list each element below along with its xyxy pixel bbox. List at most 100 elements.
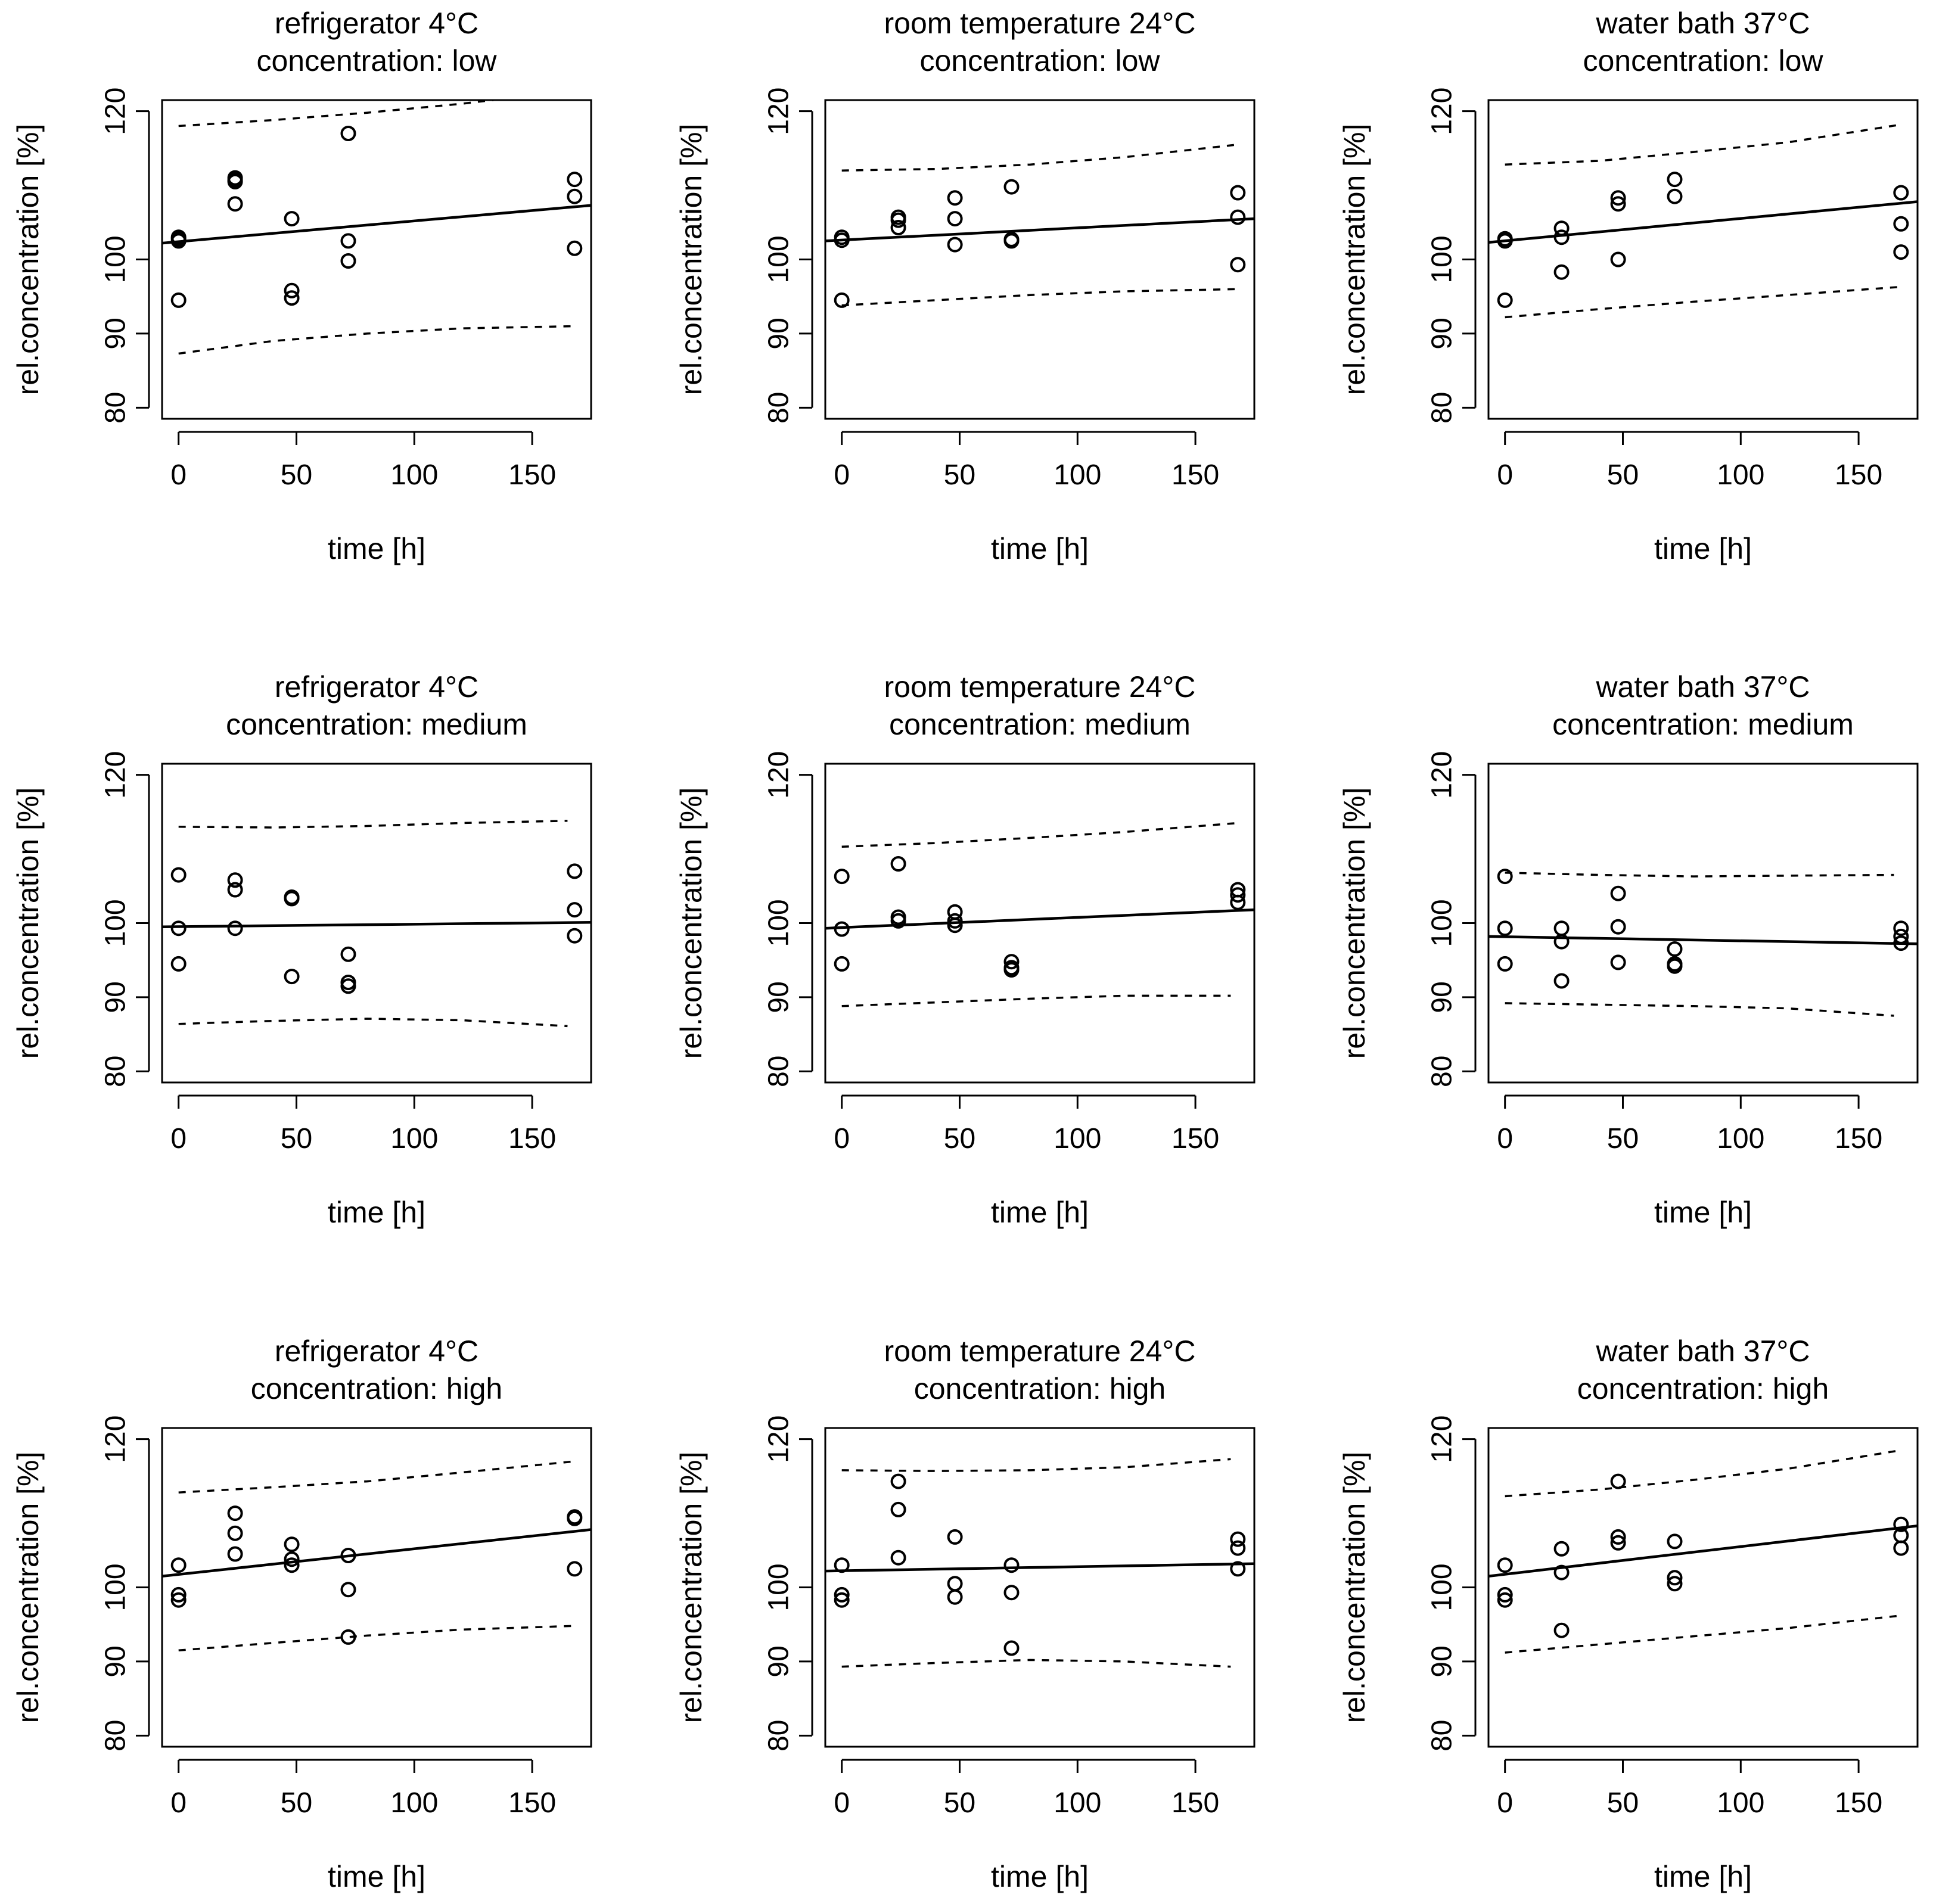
data-point [890, 856, 906, 872]
chart-title: refrigerator 4°C [275, 7, 478, 40]
x-axis-label: time [h] [1654, 532, 1752, 565]
upper-bound-line [178, 100, 502, 127]
data-point [1893, 920, 1909, 937]
x-tick-label: 0 [1497, 459, 1513, 491]
y-tick-label: 120 [1427, 1415, 1458, 1463]
lower-bound-line [178, 1018, 568, 1028]
data-point [1610, 196, 1626, 212]
data-point [1667, 172, 1683, 188]
data-point [834, 869, 850, 885]
x-tick-label: 0 [834, 1787, 850, 1819]
data-point [170, 292, 187, 308]
y-tick-label: 80 [1427, 392, 1458, 424]
plot-frame [1487, 763, 1919, 1084]
data-point [340, 1548, 356, 1563]
x-tick-label: 150 [1171, 1123, 1219, 1155]
y-tick-label: 100 [100, 899, 132, 947]
data-point [1893, 185, 1909, 201]
plot-area [1488, 1449, 1918, 1654]
y-tick-label: 90 [763, 1645, 795, 1677]
data-point [1003, 962, 1020, 978]
y-tick-label: 100 [763, 235, 795, 283]
y-tick-label: 80 [763, 392, 795, 424]
plot-area [162, 100, 591, 355]
data-point [890, 220, 906, 235]
chart-title: room temperature 24°C [884, 7, 1196, 40]
data-point [890, 1550, 906, 1566]
plot-area [1488, 123, 1918, 319]
data-point [1003, 179, 1020, 195]
y-tick-label: 100 [1427, 1563, 1458, 1611]
plot-area [825, 1458, 1254, 1668]
data-point [1553, 1622, 1570, 1638]
y-tick-label: 100 [1427, 235, 1458, 283]
data-point [1497, 956, 1513, 972]
data-point [567, 863, 583, 879]
data-point [1497, 1592, 1513, 1608]
data-point [1497, 869, 1513, 885]
data-point [1667, 958, 1683, 974]
chart-title: room temperature 24°C [884, 1334, 1196, 1368]
data-point [1667, 188, 1683, 204]
data-point [284, 1557, 300, 1573]
data-point [1003, 233, 1020, 249]
y-axis-label: rel.concentration [%] [1338, 124, 1371, 396]
data-point [567, 1561, 583, 1577]
data-point [1667, 1570, 1683, 1586]
x-axis-label: time [h] [328, 1196, 425, 1229]
data-point [1610, 251, 1626, 267]
data-point [1553, 229, 1570, 245]
y-tick-label: 90 [763, 318, 795, 349]
y-axis-label: rel.concentration [%] [11, 124, 45, 396]
data-point [284, 969, 300, 985]
data-point [1003, 954, 1020, 970]
data-point [947, 1576, 963, 1592]
x-tick-label: 0 [1497, 1123, 1513, 1155]
data-point [227, 1546, 243, 1562]
regression-line [162, 921, 591, 928]
data-point [1497, 233, 1513, 249]
data-point [1497, 920, 1513, 937]
plot-frame [161, 1427, 592, 1748]
data-point [1553, 934, 1570, 950]
data-point [567, 902, 583, 918]
y-tick-label: 120 [100, 751, 132, 799]
y-tick-label: 90 [100, 318, 132, 349]
x-tick-label: 150 [508, 1123, 556, 1155]
plot-frame [824, 99, 1256, 420]
chart-subtitle: concentration: low [919, 44, 1160, 77]
data-point [947, 1529, 963, 1545]
data-point [284, 889, 300, 905]
data-point [567, 1510, 583, 1526]
data-point [1610, 885, 1626, 901]
data-point [1893, 244, 1909, 260]
x-tick-label: 0 [170, 459, 187, 491]
y-axis-label: rel.concentration [%] [675, 788, 708, 1059]
data-point [284, 290, 300, 306]
x-tick-label: 100 [390, 459, 438, 491]
lower-bound-line [1505, 1614, 1901, 1654]
x-tick-label: 50 [1607, 1787, 1639, 1819]
data-point [1610, 190, 1626, 206]
data-point [170, 956, 187, 972]
y-tick-label: 100 [763, 1563, 795, 1611]
data-point [567, 172, 583, 188]
data-point [170, 920, 187, 937]
data-point [170, 1586, 187, 1603]
y-tick-label: 120 [763, 1415, 795, 1463]
plot-area [825, 822, 1254, 1007]
data-point [284, 282, 300, 298]
data-point [834, 232, 850, 248]
data-point [834, 1592, 850, 1608]
data-point [1230, 209, 1246, 225]
y-tick-label: 100 [1427, 899, 1458, 947]
data-point [1610, 1529, 1626, 1545]
data-point [227, 882, 243, 898]
data-point [890, 212, 906, 228]
upper-bound-line [178, 1460, 575, 1494]
chart-subtitle: concentration: low [1583, 44, 1823, 77]
x-axis-label: time [h] [1654, 1860, 1752, 1893]
x-tick-label: 100 [1054, 1123, 1101, 1155]
data-point [890, 913, 906, 929]
